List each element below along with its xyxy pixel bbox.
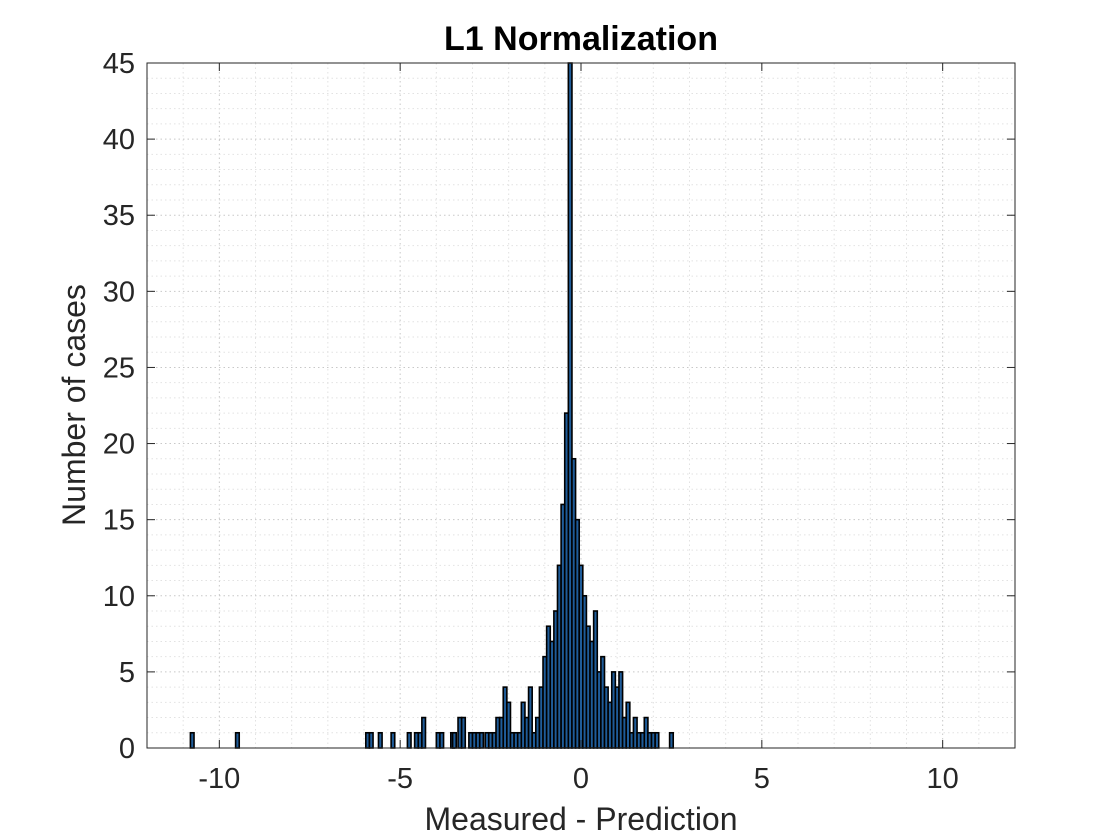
histogram-bar [234,731,241,749]
x-tick-label: 10 [927,763,959,795]
histogram-bar [654,731,660,749]
histogram-bar [377,731,383,749]
histogram-bar [478,731,485,749]
y-tick-label: 0 [119,733,135,765]
histogram-bar [451,731,458,749]
x-tick-label: -5 [387,763,413,795]
x-tick-label: 5 [754,763,770,795]
histogram-bar [421,716,427,749]
histogram-bar [439,731,445,749]
chart-title: L1 Normalization [444,20,718,58]
histogram-bar [368,731,374,749]
x-tick-label: -10 [198,763,240,795]
y-tick-label: 35 [103,200,135,232]
y-tick-label: 30 [103,276,135,308]
histogram-bar [668,731,675,749]
histogram-bar [189,731,195,749]
histogram-bar [460,716,467,749]
y-tick-label: 15 [103,505,135,537]
grid-lines [146,62,1016,749]
histogram-bars [189,62,675,749]
y-tick-label: 10 [103,581,135,613]
y-tick-label: 5 [119,657,135,689]
x-tick-label: 0 [573,763,589,795]
x-axis-label: Measured - Prediction [424,801,737,837]
y-tick-label: 45 [103,48,135,80]
histogram-bar [406,731,412,749]
y-tick-label: 25 [103,352,135,384]
y-tick-label: 20 [103,429,135,461]
y-tick-label: 40 [103,124,135,156]
histogram-bar [390,731,396,749]
axis-ticks: -10 -5 0 5 10 0 5 10 15 20 25 30 35 40 45 [103,48,1015,795]
y-axis-label: Number of cases [56,284,92,526]
